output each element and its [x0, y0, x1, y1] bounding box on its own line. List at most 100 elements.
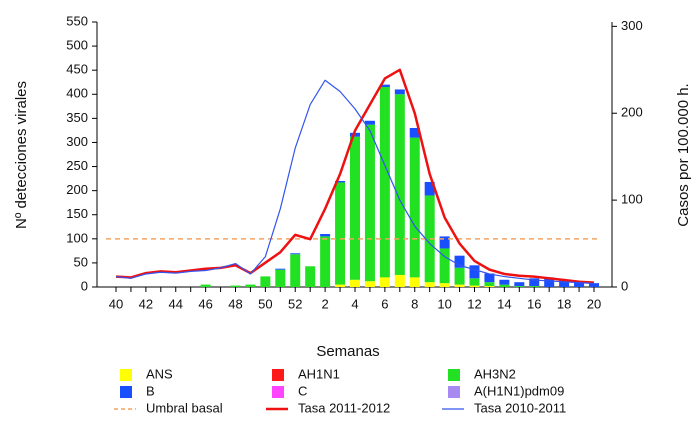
legend-label: A(H1N1)pdm09 [474, 383, 564, 398]
y2-tick-label: 300 [621, 18, 643, 33]
x-tick-label: 50 [258, 296, 272, 311]
bar-segment [379, 84, 390, 88]
bar-segment [275, 269, 286, 287]
x-tick-label: 20 [587, 296, 601, 311]
y-tick-label: 450 [66, 62, 88, 77]
x-tick-label: 6 [381, 296, 388, 311]
bar-segment [320, 236, 331, 287]
y-tick-label: 500 [66, 38, 88, 53]
x-tick-label: 52 [288, 296, 302, 311]
bar-segment [364, 281, 375, 287]
x-tick-label: 42 [139, 296, 153, 311]
x-tick-label: 2 [322, 296, 329, 311]
x-tick-label: 4 [351, 296, 358, 311]
x-tick-label: 8 [411, 296, 418, 311]
bar-segment [350, 136, 360, 280]
bar-segment [335, 284, 346, 287]
y-axis-label: Nº detecciones virales [13, 81, 30, 229]
legend-label: AH3N2 [474, 366, 516, 381]
bar-segment [350, 279, 360, 287]
line-series [115, 79, 595, 285]
bar-segment [200, 284, 211, 287]
legend-label: ANS [146, 366, 173, 381]
bar-segment [245, 284, 256, 287]
bar-segment [290, 254, 301, 287]
bar-segment [439, 236, 450, 249]
y-tick-label: 100 [66, 230, 88, 245]
legend-swatch [448, 369, 460, 381]
bar-segment [260, 276, 271, 287]
y-tick-label: 50 [74, 254, 88, 269]
line-series [115, 68, 595, 284]
legend-swatch [448, 386, 460, 398]
y2-tick-label: 0 [621, 278, 628, 293]
x-axis-label: Semanas [316, 343, 379, 360]
x-tick-label: 44 [169, 296, 183, 311]
bar-segment [559, 279, 570, 287]
bar-segment [454, 255, 465, 268]
bar-segment [514, 286, 525, 287]
y2-tick-label: 200 [621, 105, 643, 120]
y-tick-label: 300 [66, 134, 88, 149]
legend-label: C [298, 383, 307, 398]
bar-segment [305, 266, 316, 287]
bar-segment [499, 284, 510, 287]
x-tick-label: 16 [527, 296, 541, 311]
bar-segment [574, 281, 585, 287]
legend-label: AH1N1 [298, 366, 340, 381]
y-tick-label: 400 [66, 86, 88, 101]
y-tick-label: 200 [66, 182, 88, 197]
bar-segment [230, 285, 241, 287]
legend-swatch [120, 386, 132, 398]
bar-segment [529, 286, 540, 287]
bar-segment [275, 268, 286, 270]
y2-axis-label: Casos por 100.000 h. [675, 83, 692, 226]
legend-swatch [272, 369, 284, 381]
bar-segment [469, 265, 480, 279]
x-tick-label: 40 [109, 296, 123, 311]
legend-swatch [272, 386, 284, 398]
y-tick-label: 0 [81, 278, 88, 293]
bar-segment [469, 278, 480, 286]
bar-segment [364, 120, 375, 125]
bar-segment [424, 282, 435, 287]
bar-segment [379, 87, 390, 278]
legend-label: Tasa 2011-2012 [298, 400, 390, 415]
legend-label: Tasa 2010-2011 [474, 400, 566, 415]
bar-segment [409, 128, 420, 138]
bar-segment [364, 124, 375, 282]
y2-tick-label: 100 [621, 192, 643, 207]
bar-segment [394, 94, 405, 275]
bar-segment [514, 282, 525, 287]
bar-segment [469, 285, 480, 287]
bar-segment [379, 277, 390, 287]
bar-segment [529, 278, 540, 287]
legend-label: B [146, 383, 155, 398]
bar-segment [394, 274, 405, 287]
bar-segment [424, 181, 435, 196]
bar-segment [335, 181, 346, 183]
x-tick-label: 14 [497, 296, 511, 311]
bar-segment [484, 273, 495, 283]
bar-segment [439, 248, 450, 284]
bar-segment [409, 137, 420, 278]
bar-segment [290, 253, 301, 255]
x-tick-label: 48 [228, 296, 242, 311]
legend-swatch [120, 369, 132, 381]
bar-segment [335, 182, 346, 285]
y-tick-label: 550 [66, 13, 88, 28]
y-tick-label: 150 [66, 206, 88, 221]
x-tick-label: 18 [557, 296, 571, 311]
x-tick-label: 10 [437, 296, 451, 311]
bar-segment [320, 234, 331, 237]
bar-segment [499, 279, 510, 285]
y-tick-label: 350 [66, 110, 88, 125]
bar-segment [484, 282, 495, 287]
legend-label: Umbral basal [146, 400, 223, 415]
x-tick-label: 46 [198, 296, 212, 311]
bar-segment [394, 89, 405, 95]
bar-segment [439, 283, 450, 287]
bar-segment [454, 267, 465, 285]
x-tick-label: 12 [467, 296, 481, 311]
